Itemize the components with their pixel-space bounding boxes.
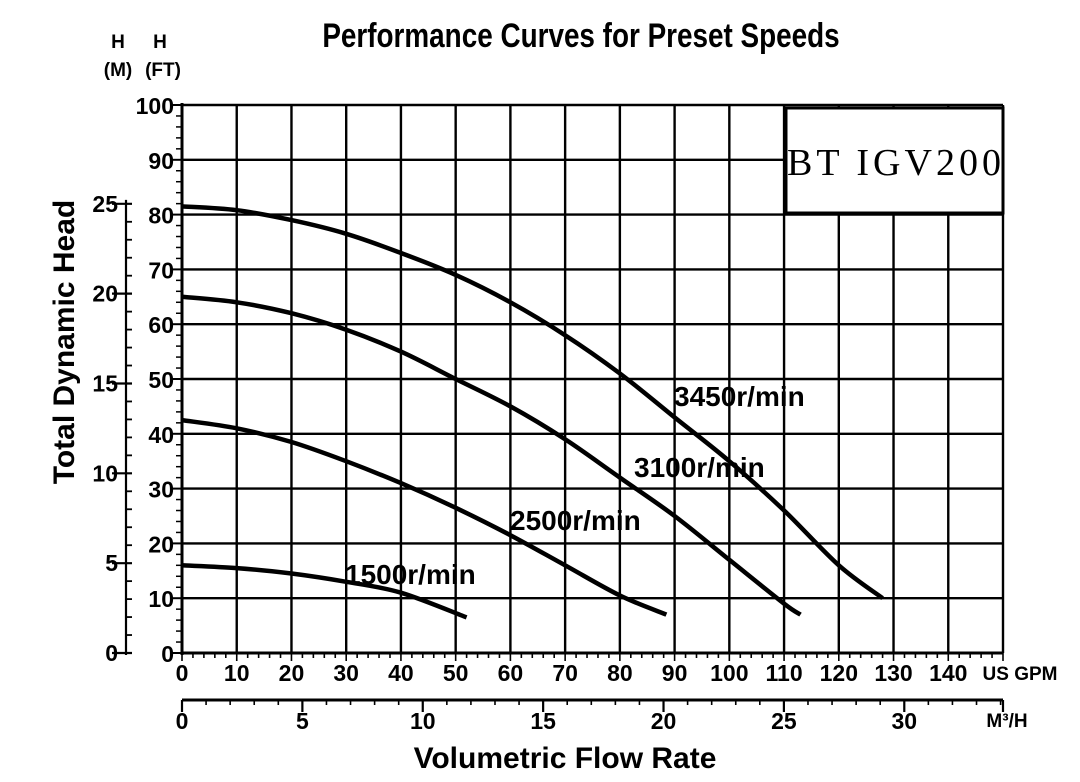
- x-gpm-label-60: 60: [498, 660, 524, 686]
- x-gpm-label-70: 70: [552, 660, 578, 686]
- y-ft-label-100: 100: [136, 93, 174, 119]
- y-m-unit-top: H: [111, 32, 125, 53]
- y-ft-label-80: 80: [148, 203, 174, 229]
- y-ft-label-90: 90: [148, 148, 174, 174]
- model-box: [784, 106, 1005, 215]
- x-gpm-label-50: 50: [443, 660, 469, 686]
- y-ft-label-30: 30: [148, 477, 174, 503]
- x-gpm-label-110: 110: [766, 660, 803, 686]
- curve-3100r/min: [181, 294, 802, 617]
- curve-label-3450r/min: 3450r/min: [674, 381, 805, 412]
- y-m-label-15: 15: [92, 370, 118, 396]
- model-label: BT IGV200: [787, 142, 1005, 184]
- curve-label-1500r/min: 1500r/min: [345, 559, 476, 590]
- y-ft-label-10: 10: [148, 586, 174, 612]
- x-gpm-label-10: 10: [224, 660, 250, 686]
- x-gpm-label-140: 140: [929, 660, 967, 686]
- y-ft-label-20: 20: [148, 531, 174, 557]
- y-m-label-10: 10: [92, 460, 118, 486]
- x-gpm-label-100: 100: [710, 660, 748, 686]
- x-gpm-unit: US GPM: [983, 664, 1058, 685]
- y-m-label-5: 5: [105, 550, 118, 576]
- curve-3450r/min: [181, 204, 884, 601]
- x-m3h-label-20: 20: [651, 708, 677, 734]
- x-m3h-label-0: 0: [176, 708, 189, 734]
- x-gpm-label-80: 80: [607, 660, 633, 686]
- x-m3h-label-25: 25: [771, 708, 797, 734]
- y-ft-label-50: 50: [148, 367, 174, 393]
- x-gpm-label-0: 0: [176, 660, 189, 686]
- y-m-label-20: 20: [92, 281, 118, 307]
- y-m-label-25: 25: [92, 191, 118, 217]
- x-axis-title: Volumetric Flow Rate: [414, 742, 717, 775]
- y-ft-label-0: 0: [161, 641, 174, 667]
- curves: [181, 204, 884, 620]
- curve-label-3100r/min: 3100r/min: [634, 452, 765, 483]
- x-gpm-label-120: 120: [820, 660, 858, 686]
- x-m3h-label-10: 10: [410, 708, 436, 734]
- y-ft-label-60: 60: [148, 312, 174, 338]
- x-m3h-label-5: 5: [296, 708, 309, 734]
- x-gpm-label-40: 40: [388, 660, 414, 686]
- y-ft-label-40: 40: [148, 422, 174, 448]
- y-ft-unit-bottom: (FT): [145, 60, 181, 81]
- y-ft-unit-top: H: [153, 32, 167, 53]
- x-m3h-unit: M³/H: [986, 711, 1027, 732]
- y-ft-label-70: 70: [148, 257, 174, 283]
- y-m-unit-bottom: (M): [104, 60, 132, 81]
- axes: [112, 103, 1005, 712]
- x-gpm-label-30: 30: [333, 660, 359, 686]
- x-m3h-label-30: 30: [891, 708, 917, 734]
- chart-title: Performance Curves for Preset Speeds: [322, 16, 839, 54]
- curve-1500r/min: [181, 563, 468, 620]
- y-axis-title: Total Dynamic Head: [48, 200, 81, 485]
- x-gpm-label-90: 90: [662, 660, 688, 686]
- curve-label-2500r/min: 2500r/min: [510, 505, 641, 536]
- y-m-label-0: 0: [105, 640, 118, 666]
- curve-labels: 3450r/min 3100r/min 2500r/min 1500r/min: [345, 381, 805, 590]
- x-gpm-label-20: 20: [279, 660, 305, 686]
- curve-2500r/min: [181, 417, 668, 617]
- x-gpm-label-130: 130: [874, 660, 912, 686]
- x-m3h-label-15: 15: [530, 708, 556, 734]
